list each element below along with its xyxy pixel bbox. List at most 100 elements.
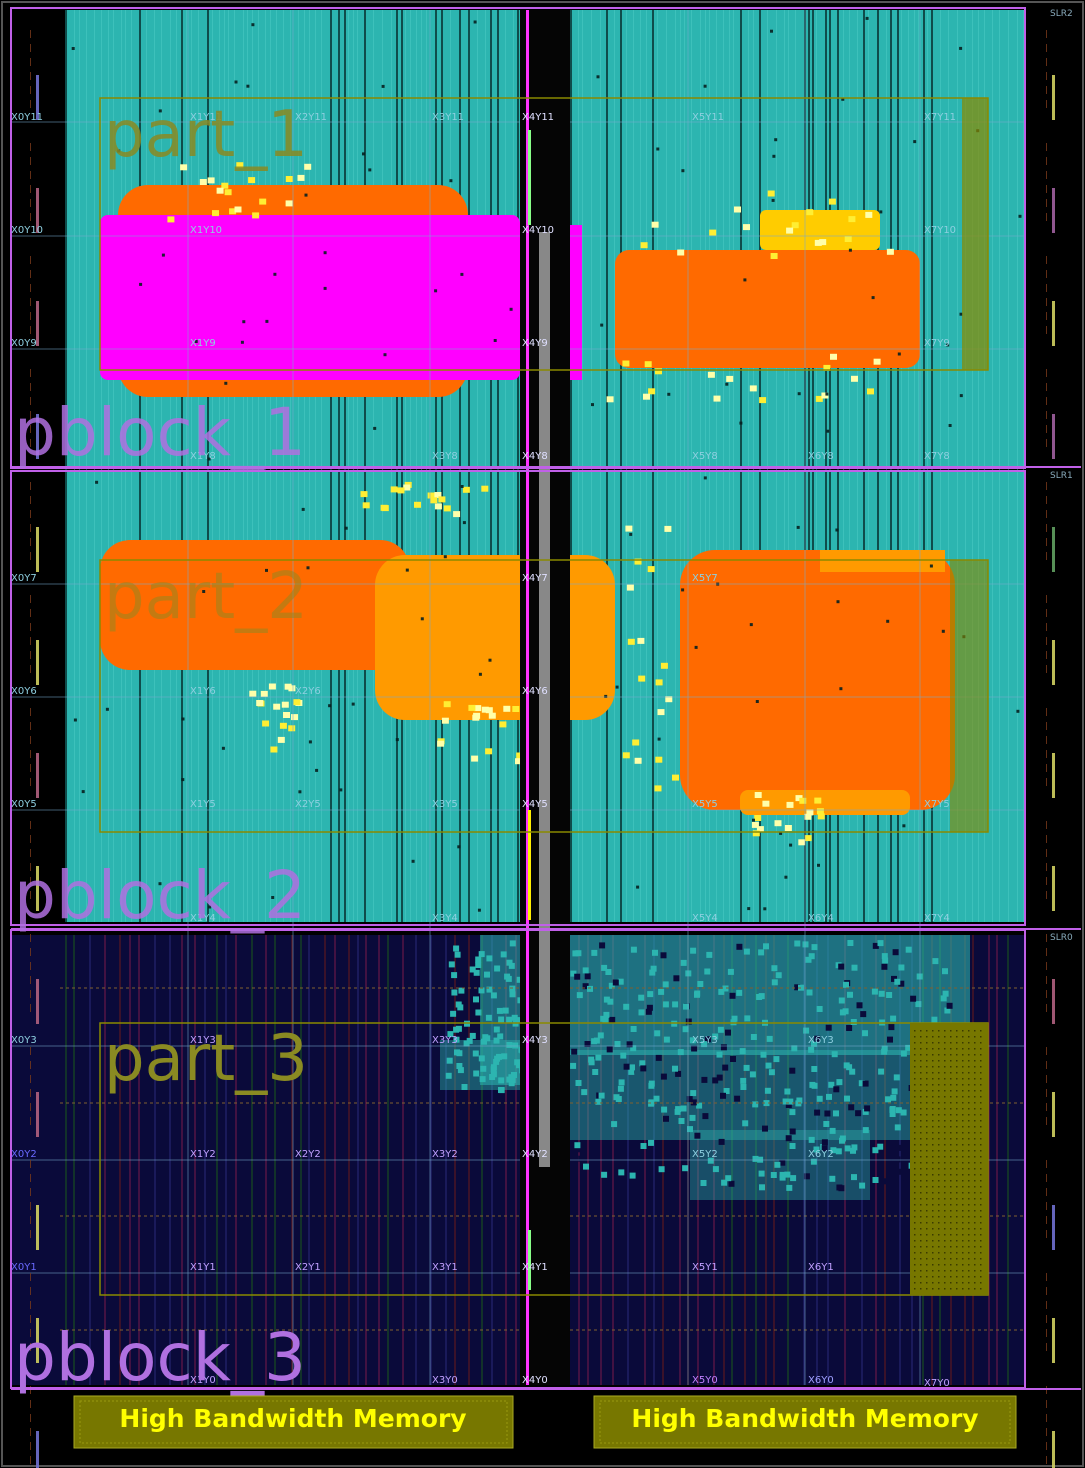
placement-dot bbox=[752, 830, 760, 837]
placement-dot bbox=[891, 975, 897, 982]
dsp-site bbox=[974, 1150, 976, 1152]
io-pin bbox=[30, 990, 31, 998]
placement-dot bbox=[434, 503, 442, 510]
io-pin bbox=[30, 369, 31, 377]
placement-dot bbox=[888, 1024, 895, 1031]
dsp-site bbox=[974, 1108, 976, 1110]
placement-dot bbox=[786, 227, 794, 234]
io-bank bbox=[1052, 1431, 1055, 1468]
placement-dot bbox=[694, 991, 700, 998]
placement-dot bbox=[697, 981, 704, 987]
dsp-site bbox=[962, 1114, 964, 1116]
dsp-site bbox=[974, 1066, 976, 1068]
routing-gap bbox=[194, 340, 198, 343]
dsp-site bbox=[914, 1264, 916, 1266]
hbm-block-1[interactable]: High Bandwidth Memory bbox=[73, 1395, 514, 1449]
clock-region-label: X1Y9 bbox=[190, 338, 216, 349]
io-pin bbox=[30, 849, 31, 857]
part-2-label: part_2 bbox=[104, 560, 308, 634]
dsp-site bbox=[968, 1054, 970, 1056]
placement-dot bbox=[756, 994, 763, 1000]
hbm-block-2[interactable]: High Bandwidth Memory bbox=[593, 1395, 1017, 1449]
io-bank bbox=[36, 866, 39, 911]
dsp-site bbox=[926, 1282, 928, 1284]
clock-region-label: X1Y1 bbox=[190, 1262, 216, 1273]
routing-gap bbox=[362, 152, 365, 156]
dsp-site bbox=[974, 1270, 976, 1272]
routing-gap bbox=[946, 343, 950, 347]
placement-dot bbox=[762, 1125, 768, 1132]
dsp-site bbox=[938, 1288, 940, 1290]
placement-dot bbox=[618, 1079, 625, 1086]
placement-dot bbox=[516, 976, 523, 983]
placement-dot bbox=[886, 992, 893, 998]
placement-dot bbox=[660, 1073, 667, 1080]
dsp-site bbox=[926, 1270, 928, 1272]
dsp-site bbox=[974, 1072, 976, 1074]
dsp-site bbox=[980, 1138, 982, 1140]
clock-region-label: X4Y1 bbox=[522, 1262, 548, 1273]
io-pin bbox=[30, 595, 31, 603]
clock-region-label: X4Y2 bbox=[522, 1149, 548, 1160]
dsp-site bbox=[968, 1222, 970, 1224]
placement-dot bbox=[830, 1147, 837, 1154]
dsp-site bbox=[926, 1240, 928, 1242]
io-pin bbox=[30, 665, 31, 673]
placement-dot bbox=[498, 1016, 505, 1023]
io-pin bbox=[30, 270, 31, 278]
placement-dot bbox=[799, 797, 807, 804]
dsp-site bbox=[914, 1078, 916, 1080]
placement-dot bbox=[675, 1070, 682, 1077]
dsp-site bbox=[974, 1156, 976, 1158]
placement-dot bbox=[691, 1045, 698, 1052]
dsp-site bbox=[980, 1096, 982, 1098]
io-pin bbox=[30, 1188, 31, 1196]
placement-dot bbox=[498, 1077, 505, 1084]
placement-dot bbox=[617, 978, 624, 985]
dsp-site bbox=[938, 1216, 940, 1218]
placement-dot bbox=[575, 950, 582, 957]
dsp-site bbox=[974, 1264, 976, 1266]
dsp-site bbox=[944, 1132, 946, 1134]
placement-dot bbox=[878, 1068, 885, 1075]
dsp-site bbox=[956, 1096, 958, 1098]
dsp-site bbox=[980, 1216, 982, 1218]
io-pin bbox=[1046, 708, 1047, 716]
placement-dot bbox=[716, 1074, 723, 1081]
io-pin bbox=[30, 750, 31, 758]
placement-dot bbox=[771, 965, 778, 972]
dsp-site bbox=[974, 1138, 976, 1140]
io-pin bbox=[30, 157, 31, 165]
routing-gap bbox=[836, 600, 840, 604]
dsp-site bbox=[968, 1126, 970, 1128]
placement-dot bbox=[180, 164, 188, 171]
routing-gap bbox=[251, 23, 255, 27]
placement-dot bbox=[570, 970, 577, 977]
dsp-site bbox=[932, 1036, 934, 1038]
io-bank bbox=[36, 979, 39, 1024]
placement-dot bbox=[609, 1016, 616, 1023]
placement-dot bbox=[767, 190, 775, 197]
routing-gap bbox=[240, 340, 244, 344]
dsp-site bbox=[980, 1270, 982, 1272]
placement-dot bbox=[804, 813, 812, 820]
clock-region-label: X1Y0 bbox=[190, 1375, 216, 1386]
placement-dot bbox=[862, 1030, 868, 1037]
clock-region-label: X5Y1 bbox=[692, 1262, 718, 1273]
routing-gap bbox=[948, 424, 952, 427]
routing-gap bbox=[681, 588, 685, 592]
dsp-site bbox=[968, 1030, 970, 1032]
dsp-site bbox=[956, 1138, 958, 1140]
dsp-site bbox=[926, 1234, 928, 1236]
placement-dot bbox=[603, 1011, 610, 1018]
io-pin bbox=[30, 30, 31, 38]
io-pin bbox=[1046, 1216, 1047, 1224]
placement-dot bbox=[814, 797, 822, 804]
dsp-site bbox=[956, 1108, 958, 1110]
placement-dot bbox=[872, 1177, 879, 1183]
io-pin bbox=[1046, 270, 1047, 278]
routing-gap bbox=[373, 426, 377, 430]
dsp-site bbox=[914, 1054, 916, 1056]
